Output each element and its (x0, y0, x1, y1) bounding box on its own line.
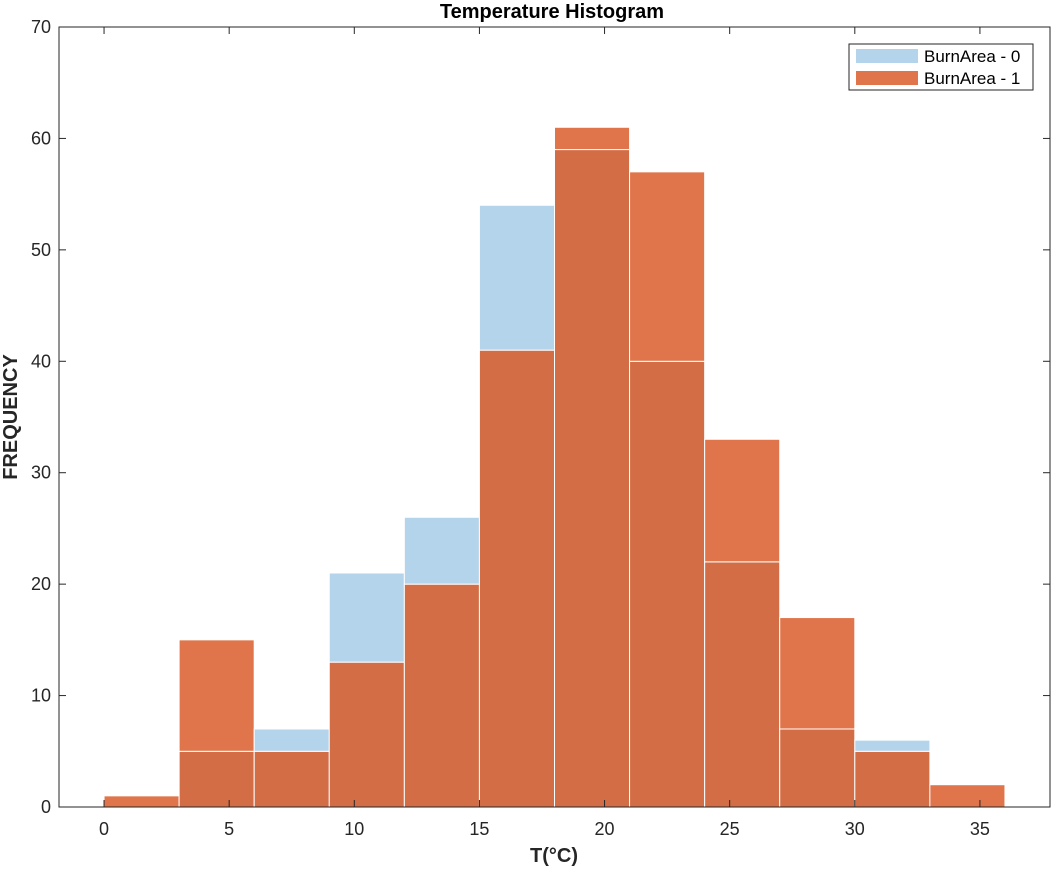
y-tick-label: 10 (31, 686, 51, 706)
bar-burnarea-0-bin-4 (403, 516, 480, 585)
chart-title: Temperature Histogram (440, 1, 664, 23)
bar-burnarea-0-bin-5 (478, 204, 556, 351)
legend-swatch-burnarea-1 (856, 71, 918, 85)
y-tick-label: 30 (31, 463, 51, 483)
x-tick-label: 5 (224, 819, 234, 839)
x-tick-label: 35 (970, 819, 990, 839)
bars-layer (103, 126, 1006, 808)
y-tick-label: 60 (31, 128, 51, 148)
y-tick-label: 50 (31, 240, 51, 260)
bar-overlap-bin-8 (704, 561, 781, 808)
legend-label-burnarea-0: BurnArea - 0 (924, 47, 1020, 66)
bar-burnarea-0-bin-2 (253, 728, 330, 752)
bar-burnarea-1-bin-11 (929, 784, 1006, 808)
bar-burnarea-1-bin-0 (103, 795, 180, 808)
bar-overlap-bin-4 (403, 583, 480, 808)
bar-burnarea-0-bin-10 (854, 739, 931, 752)
bar-overlap-bin-9 (779, 728, 856, 808)
ticks-layer: 0 5 10 15 20 25 30 35 0 10 20 30 40 50 60 70 (31, 17, 1050, 839)
legend: BurnArea - 0 BurnArea - 1 (848, 43, 1034, 91)
y-tick-label: 20 (31, 574, 51, 594)
legend-label-burnarea-1: BurnArea - 1 (924, 69, 1020, 88)
bar-overlap-bin-5 (478, 349, 556, 808)
bar-overlap-bin-6 (554, 149, 631, 808)
x-tick-label: 15 (469, 819, 489, 839)
bar-burnarea-0-bin-3 (328, 572, 405, 663)
bar-burnarea-1-bin-8 (704, 438, 781, 563)
y-tick-label: 70 (31, 17, 51, 37)
bar-burnarea-1-bin-1 (178, 639, 255, 752)
x-tick-label: 10 (344, 819, 364, 839)
x-tick-label: 0 (99, 819, 109, 839)
y-tick-label: 40 (31, 351, 51, 371)
bar-burnarea-1-bin-6 (554, 126, 631, 151)
x-tick-label: 20 (595, 819, 615, 839)
y-tick-label: 0 (41, 797, 51, 817)
bar-burnarea-1-bin-7 (629, 171, 706, 362)
x-tick-label: 25 (720, 819, 740, 839)
x-tick-label: 30 (845, 819, 865, 839)
x-axis-label: T(°C) (530, 845, 578, 867)
bar-overlap-bin-1 (178, 750, 255, 808)
plot-area-frame (58, 26, 1051, 808)
bar-burnarea-1-bin-9 (779, 617, 856, 730)
bar-overlap-bin-7 (629, 360, 706, 808)
bar-overlap-bin-3 (328, 661, 405, 808)
y-axis-label: FREQUENCY (0, 354, 22, 480)
bar-overlap-bin-10 (854, 750, 931, 808)
legend-swatch-burnarea-0 (856, 49, 918, 63)
bar-overlap-bin-2 (253, 750, 330, 808)
